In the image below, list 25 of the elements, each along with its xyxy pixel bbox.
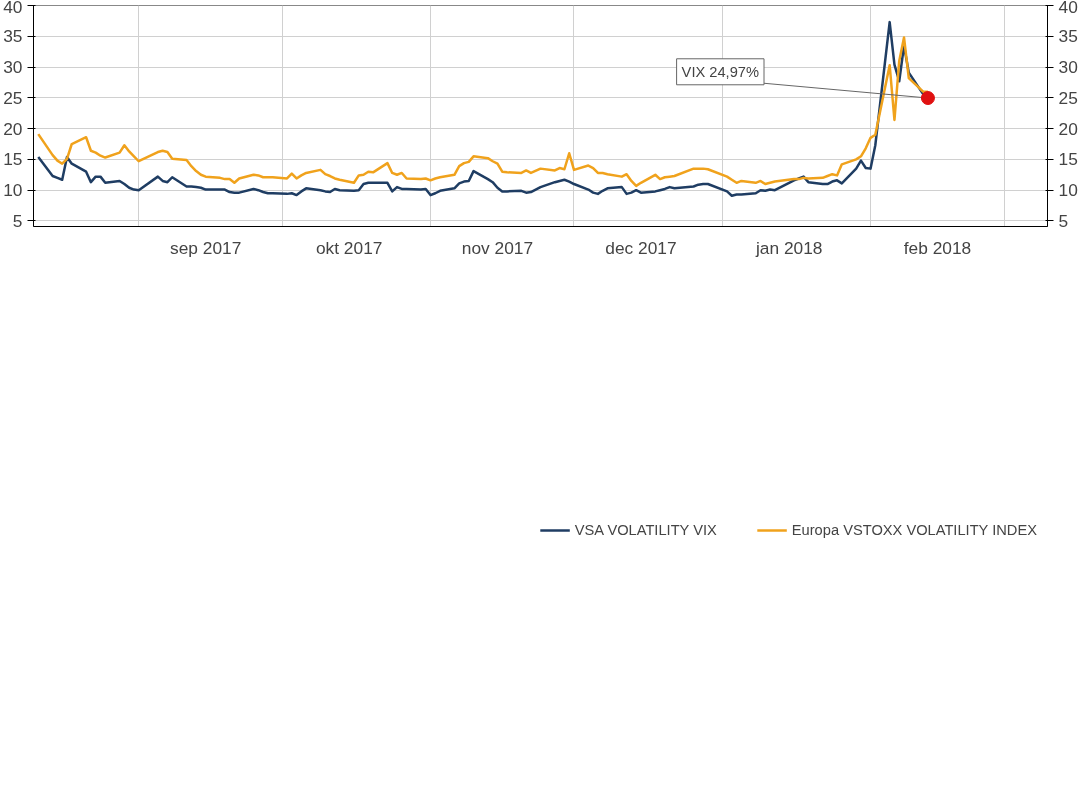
y2-tick-label: 5: [1058, 210, 1069, 231]
y2-tick-label: 40: [1058, 0, 1078, 17]
legend-label: VSA VOLATILITY VIX: [574, 522, 717, 538]
y2-tick-label: 15: [1058, 149, 1078, 170]
y-tick-label: 40: [3, 0, 23, 17]
y2-tick-label: 30: [1058, 57, 1078, 78]
y-tick-label: 5: [12, 210, 23, 231]
x-tick-label: nov 2017: [461, 237, 534, 258]
y-tick-label: 25: [3, 87, 23, 108]
y2-tick-label: 10: [1058, 180, 1078, 201]
x-tick-label: okt 2017: [315, 237, 383, 258]
y-tick-label: 30: [3, 57, 23, 78]
y-tick-label: 20: [3, 118, 23, 139]
y-tick-label: 10: [3, 180, 23, 201]
y-tick-label: 15: [3, 149, 23, 170]
y2-tick-label: 25: [1058, 87, 1078, 108]
x-tick-label: dec 2017: [605, 237, 677, 258]
x-tick-label: sep 2017: [170, 237, 242, 258]
y2-tick-label: 35: [1058, 26, 1078, 47]
y-tick-label: 35: [3, 26, 23, 47]
legend-label: Europa VSTOXX VOLATILITY INDEX: [791, 522, 1037, 538]
x-tick-label: feb 2018: [903, 237, 972, 258]
x-tick-label: jan 2018: [754, 237, 823, 258]
annotation: VIX 24,97%: [681, 63, 760, 80]
y2-tick-label: 20: [1058, 118, 1078, 139]
